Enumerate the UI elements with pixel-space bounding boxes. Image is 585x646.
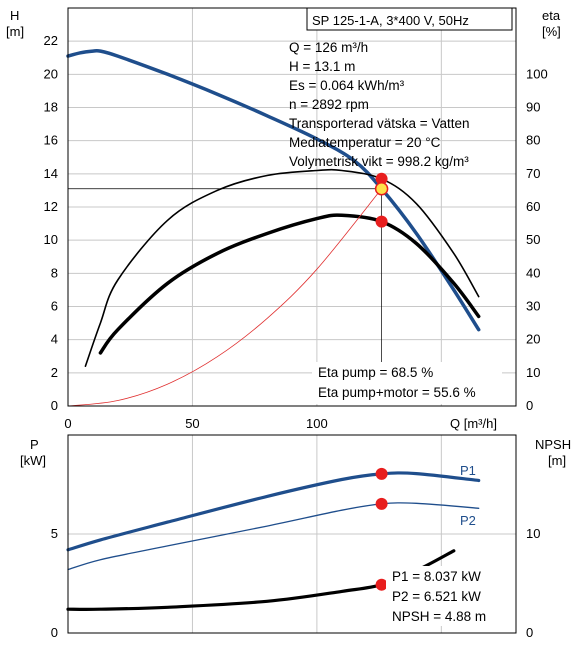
left-axis-unit-p: [kW] (20, 453, 46, 468)
y-tick-label-right: 50 (526, 232, 540, 247)
power-npsh-chart: P [kW] NPSH [m] 0 5 0 10 P1 P2 P1 = 8.037 k… (20, 434, 571, 640)
readout-bg (386, 566, 498, 626)
y-tick-label-left: 4 (51, 332, 58, 347)
y-tick-label-left: 16 (44, 133, 58, 148)
duty-point-marker (374, 182, 389, 196)
y-tick-label-left: 18 (44, 100, 58, 115)
info-line: H = 13.1 m (289, 59, 355, 74)
info-line: Transporterad vätska = Vatten (289, 116, 469, 131)
x-tick-label: 50 (185, 416, 199, 431)
readout-p1: P1 = 8.037 kW (392, 569, 481, 584)
y-tick-label-right: 70 (526, 166, 540, 181)
y-tick-label-right: 40 (526, 265, 540, 280)
info-line: Q = 126 m³/h (289, 40, 368, 55)
y-tick-label-left: 0 (51, 398, 58, 413)
eta-pump-motor-curve (98, 213, 481, 355)
y-tick-label-left: 6 (51, 299, 58, 314)
p1-curve (66, 471, 481, 552)
eta-pump-label: Eta pump = 68.5 % (318, 365, 433, 380)
y-tick-label-right: 0 (526, 625, 533, 640)
eta-readout-bg (312, 362, 502, 404)
right-axis-label-npsh: NPSH (535, 437, 571, 452)
left-axis-label-h: H (10, 8, 19, 23)
eta-pump-marker (375, 172, 388, 185)
bottom-tick-labels: 0 5 0 10 (51, 526, 541, 640)
y-tick-label-left: 8 (51, 265, 58, 280)
y-tick-label-left: 22 (44, 33, 58, 48)
y-tick-label-left: 2 (51, 365, 58, 380)
top-tick-labels: 0 2 4 6 8 10 12 14 16 18 20 22 0 10 20 30 40 50 60 70 80 90 10… (44, 33, 548, 431)
y-tick-label-right: 100 (526, 66, 548, 81)
readout-p2: P2 = 6.521 kW (392, 589, 481, 604)
left-axis-unit-h: [m] (6, 24, 24, 39)
y-tick-label-left: 12 (44, 199, 58, 214)
y-tick-label-right: 10 (526, 526, 540, 541)
title-box (306, 7, 513, 31)
info-line: n = 2892 rpm (289, 97, 369, 112)
head-curve (66, 48, 481, 332)
p1-marker (375, 467, 388, 480)
y-tick-label-left: 20 (44, 66, 58, 81)
x-tick-label: 100 (306, 416, 328, 431)
system-curve-curve (67, 188, 382, 407)
p2-marker (375, 497, 388, 510)
bottom-plot-frame (67, 434, 517, 634)
info-line: Volymetrisk vikt = 998.2 kg/m³ (289, 154, 469, 169)
y-tick-label-right: 0 (526, 398, 533, 413)
x-axis-label: Q [m³/h] (450, 416, 497, 431)
y-tick-label-right: 90 (526, 100, 540, 115)
eta-pump-curve (84, 168, 480, 367)
top-curves (66, 48, 481, 407)
y-tick-label-left: 5 (51, 526, 58, 541)
readout-npsh: NPSH = 4.88 m (392, 609, 486, 624)
info-line: Es = 0.064 kWh/m³ (289, 78, 405, 93)
y-tick-label-right: 10 (526, 365, 540, 380)
eta-pump-motor-label: Eta pump+motor = 55.6 % (318, 385, 476, 400)
x-tick-label: 0 (64, 416, 71, 431)
info-line: Mediatemperatur = 20 °C (289, 135, 441, 150)
right-axis-label-eta: eta (542, 8, 561, 23)
eta-pump-motor-marker (375, 215, 388, 228)
right-axis-unit-npsh: [m] (548, 453, 566, 468)
left-axis-label-p: P (30, 437, 39, 452)
y-tick-label-left: 10 (44, 232, 58, 247)
p2-curve (67, 502, 480, 571)
y-tick-label-left: 14 (44, 166, 58, 181)
y-tick-label-right: 60 (526, 199, 540, 214)
y-tick-label-right: 80 (526, 133, 540, 148)
y-tick-label-right: 20 (526, 332, 540, 347)
npsh-marker (375, 578, 388, 591)
legend-p1: P1 (460, 463, 476, 478)
y-tick-label-right: 30 (526, 299, 540, 314)
legend-p2: P2 (460, 513, 476, 528)
right-axis-unit-eta: [%] (542, 24, 561, 39)
head-eta-chart: SP 125-1-A, 3*400 V, 50Hz H [m] eta [%] … (6, 7, 561, 431)
top-plot-frame (67, 7, 517, 407)
info-block: Q = 126 m³/h H = 13.1 m Es = 0.064 kWh/m… (289, 40, 469, 169)
chart-title: SP 125-1-A, 3*400 V, 50Hz (312, 13, 469, 28)
y-tick-label-left: 0 (51, 625, 58, 640)
